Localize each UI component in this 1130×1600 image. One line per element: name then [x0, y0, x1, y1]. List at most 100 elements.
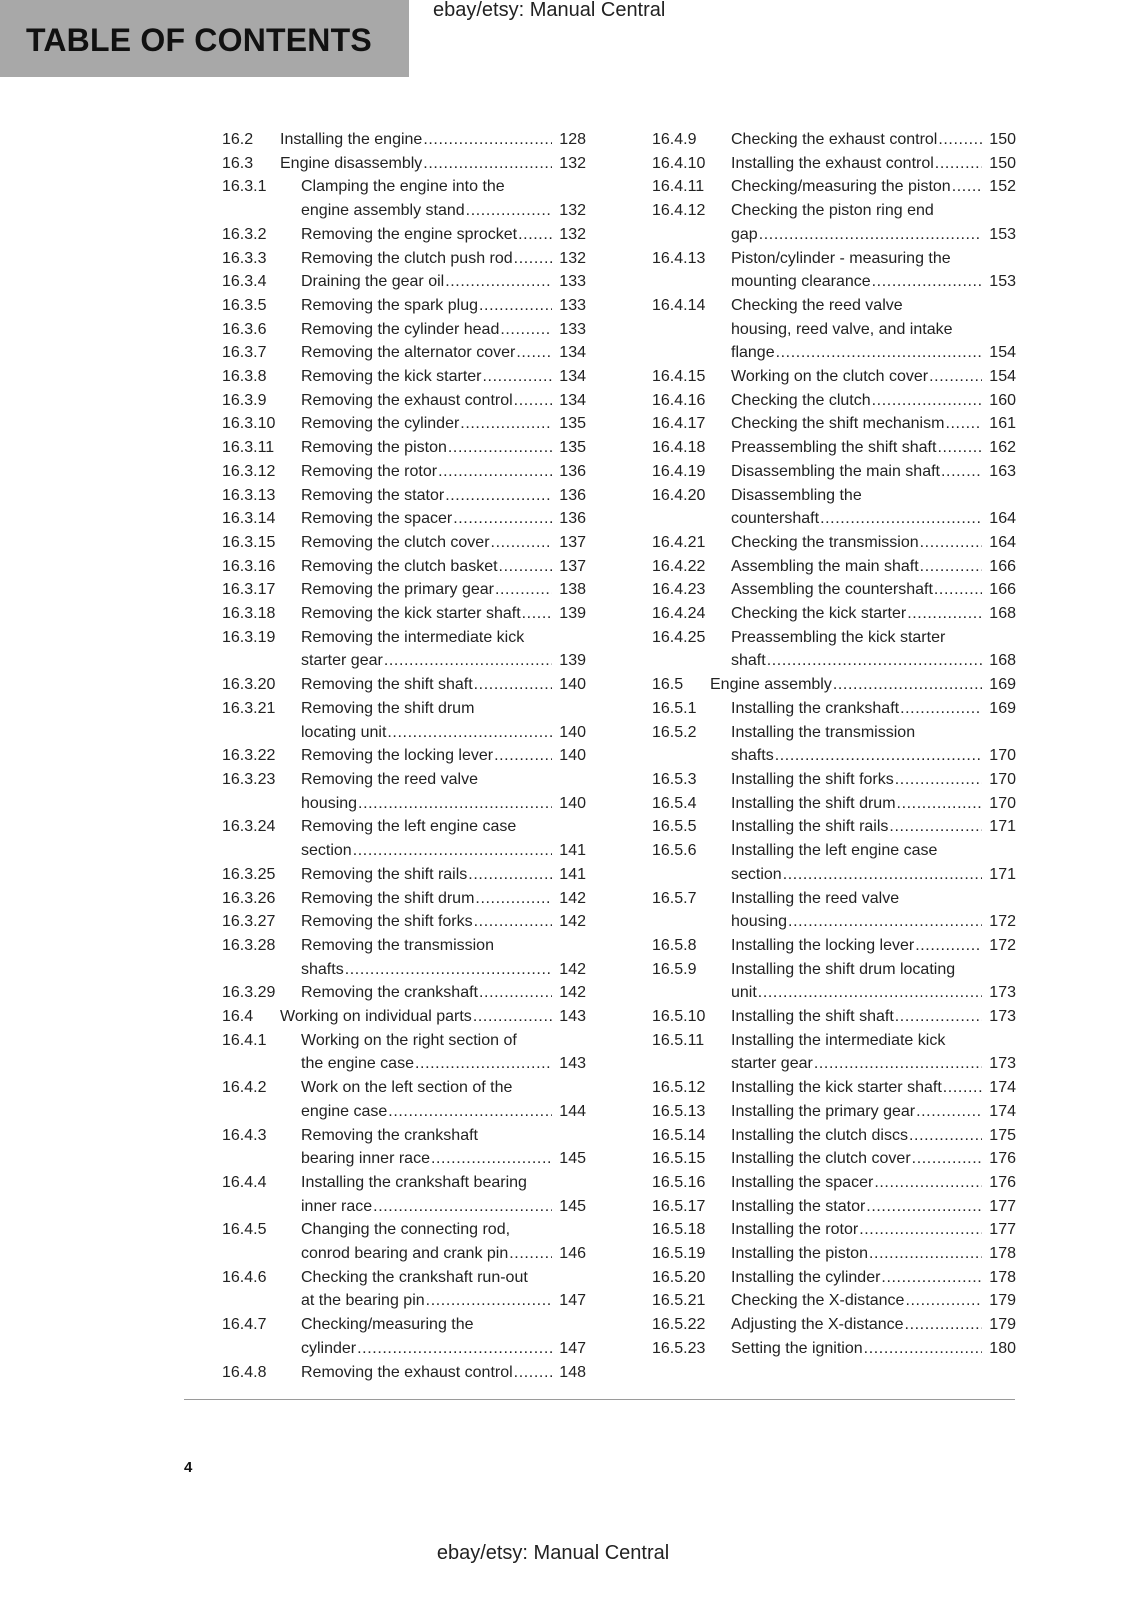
page-ref[interactable]: 150 [989, 154, 1016, 172]
page-ref[interactable]: 148 [559, 1363, 586, 1381]
page-ref[interactable]: 171 [989, 865, 1016, 883]
page-ref[interactable]: 172 [989, 913, 1016, 931]
toc-entry[interactable]: 16.4.19 Disassembling the main shaft 163 [652, 460, 1016, 484]
page-ref[interactable]: 162 [989, 439, 1016, 457]
toc-entry[interactable]: 16.4.5 Changing the connecting rod, conrod… [222, 1218, 586, 1265]
page-ref[interactable]: 174 [989, 1079, 1016, 1097]
page-ref[interactable]: 146 [559, 1245, 586, 1263]
toc-entry[interactable]: 16.5.1 Installing the crankshaft 169 [652, 697, 1016, 721]
page-ref[interactable]: 176 [989, 1150, 1016, 1168]
toc-entry[interactable]: 16.4.25 Preassembling the kick starter sha… [652, 626, 1016, 673]
page-ref[interactable]: 172 [989, 936, 1016, 954]
toc-entry[interactable]: 16.5.9 Installing the shift drum locating… [652, 958, 1016, 1005]
toc-entry[interactable]: 16.3.7 Removing the alternator cover 134 [222, 341, 586, 365]
toc-entry[interactable]: 16.5.18 Installing the rotor 177 [652, 1218, 1016, 1242]
toc-entry[interactable]: 16.3.17 Removing the primary gear 138 [222, 578, 586, 602]
toc-entry[interactable]: 16.5.14 Installing the clutch discs 175 [652, 1124, 1016, 1148]
toc-entry[interactable]: 16.4 Working on individual parts 143 [222, 1005, 586, 1029]
page-ref[interactable]: 171 [989, 818, 1016, 836]
toc-entry[interactable]: 16.3.24 Removing the left engine case sect… [222, 815, 586, 862]
page-ref[interactable]: 132 [559, 154, 586, 172]
page-ref[interactable]: 133 [559, 320, 586, 338]
page-ref[interactable]: 142 [559, 889, 586, 907]
page-ref[interactable]: 140 [559, 794, 586, 812]
page-ref[interactable]: 174 [989, 1102, 1016, 1120]
toc-entry[interactable]: 16.3.10 Removing the cylinder 135 [222, 412, 586, 436]
page-ref[interactable]: 153 [989, 273, 1016, 291]
toc-entry[interactable]: 16.4.13 Piston/cylinder - measuring the mo… [652, 247, 1016, 294]
toc-entry[interactable]: 16.4.7 Checking/measuring the cylinder 147 [222, 1313, 586, 1360]
page-ref[interactable]: 179 [989, 1316, 1016, 1334]
page-ref[interactable]: 175 [989, 1126, 1016, 1144]
toc-entry[interactable]: 16.4.24 Checking the kick starter 168 [652, 602, 1016, 626]
page-ref[interactable]: 136 [559, 510, 586, 528]
toc-entry[interactable]: 16.3.2 Removing the engine sprocket 132 [222, 223, 586, 247]
toc-entry[interactable]: 16.3.9 Removing the exhaust control 134 [222, 389, 586, 413]
toc-entry[interactable]: 16.4.2 Work on the left section of the eng… [222, 1076, 586, 1123]
page-ref[interactable]: 133 [559, 296, 586, 314]
page-ref[interactable]: 154 [989, 368, 1016, 386]
page-ref[interactable]: 142 [559, 984, 586, 1002]
page-ref[interactable]: 135 [559, 439, 586, 457]
page-ref[interactable]: 147 [559, 1292, 586, 1310]
page-ref[interactable]: 140 [559, 723, 586, 741]
page-ref[interactable]: 142 [559, 960, 586, 978]
toc-entry[interactable]: 16.5.2 Installing the transmission shafts 1… [652, 721, 1016, 768]
toc-entry[interactable]: 16.4.11 Checking/measuring the piston 152 [652, 175, 1016, 199]
page-ref[interactable]: 128 [559, 131, 586, 148]
toc-entry[interactable]: 16.4.8 Removing the exhaust control 148 [222, 1361, 586, 1385]
page-ref[interactable]: 137 [559, 533, 586, 551]
page-ref[interactable]: 147 [559, 1339, 586, 1357]
page-ref[interactable]: 132 [559, 202, 586, 220]
page-ref[interactable]: 152 [989, 178, 1016, 196]
toc-entry[interactable]: 16.3.20 Removing the shift shaft 140 [222, 673, 586, 697]
toc-entry[interactable]: 16.2 Installing the engine 128 [222, 128, 586, 152]
page-ref[interactable]: 168 [989, 652, 1016, 670]
toc-entry[interactable]: 16.4.9 Checking the exhaust control 150 [652, 128, 1016, 152]
page-ref[interactable]: 141 [559, 842, 586, 860]
page-ref[interactable]: 137 [559, 557, 586, 575]
toc-entry[interactable]: 16.5.11 Installing the intermediate kick s… [652, 1029, 1016, 1076]
page-ref[interactable]: 160 [989, 391, 1016, 409]
toc-entry[interactable]: 16.3.28 Removing the transmission shafts 14… [222, 934, 586, 981]
page-ref[interactable]: 142 [559, 913, 586, 931]
toc-entry[interactable]: 16.3.21 Removing the shift drum locating u… [222, 697, 586, 744]
page-ref[interactable]: 173 [989, 984, 1016, 1002]
toc-entry[interactable]: 16.3 Engine disassembly 132 [222, 152, 586, 176]
page-ref[interactable]: 133 [559, 273, 586, 291]
toc-entry[interactable]: 16.4.12 Checking the piston ring end gap 15… [652, 199, 1016, 246]
toc-entry[interactable]: 16.5.10 Installing the shift shaft 173 [652, 1005, 1016, 1029]
toc-entry[interactable]: 16.3.8 Removing the kick starter 134 [222, 365, 586, 389]
page-ref[interactable]: 150 [989, 131, 1016, 148]
toc-entry[interactable]: 16.3.19 Removing the intermediate kick sta… [222, 626, 586, 673]
page-ref[interactable]: 145 [559, 1197, 586, 1215]
page-ref[interactable]: 134 [559, 344, 586, 362]
page-ref[interactable]: 166 [989, 581, 1016, 599]
toc-entry[interactable]: 16.5.17 Installing the stator 177 [652, 1195, 1016, 1219]
toc-entry[interactable]: 16.3.4 Draining the gear oil 133 [222, 270, 586, 294]
toc-entry[interactable]: 16.3.3 Removing the clutch push rod 132 [222, 247, 586, 271]
page-ref[interactable]: 132 [559, 225, 586, 243]
toc-entry[interactable]: 16.5.19 Installing the piston 178 [652, 1242, 1016, 1266]
toc-entry[interactable]: 16.3.1 Clamping the engine into the engine… [222, 175, 586, 222]
page-ref[interactable]: 161 [989, 415, 1016, 433]
toc-entry[interactable]: 16.3.15 Removing the clutch cover 137 [222, 531, 586, 555]
page-ref[interactable]: 164 [989, 510, 1016, 528]
page-ref[interactable]: 179 [989, 1292, 1016, 1310]
page-ref[interactable]: 138 [559, 581, 586, 599]
toc-entry[interactable]: 16.5.5 Installing the shift rails 171 [652, 815, 1016, 839]
page-ref[interactable]: 154 [989, 344, 1016, 362]
toc-entry[interactable]: 16.5.7 Installing the reed valve housing 17… [652, 887, 1016, 934]
toc-entry[interactable]: 16.3.29 Removing the crankshaft 142 [222, 981, 586, 1005]
toc-entry[interactable]: 16.5.4 Installing the shift drum 170 [652, 792, 1016, 816]
toc-entry[interactable]: 16.4.4 Installing the crankshaft bearing i… [222, 1171, 586, 1218]
toc-entry[interactable]: 16.3.13 Removing the stator 136 [222, 484, 586, 508]
toc-entry[interactable]: 16.4.18 Preassembling the shift shaft 162 [652, 436, 1016, 460]
page-ref[interactable]: 177 [989, 1221, 1016, 1239]
toc-entry[interactable]: 16.5.21 Checking the X-distance 179 [652, 1289, 1016, 1313]
toc-entry[interactable]: 16.4.23 Assembling the countershaft 166 [652, 578, 1016, 602]
page-ref[interactable]: 170 [989, 794, 1016, 812]
page-ref[interactable]: 178 [989, 1268, 1016, 1286]
toc-entry[interactable]: 16.3.12 Removing the rotor 136 [222, 460, 586, 484]
page-ref[interactable]: 139 [559, 605, 586, 623]
